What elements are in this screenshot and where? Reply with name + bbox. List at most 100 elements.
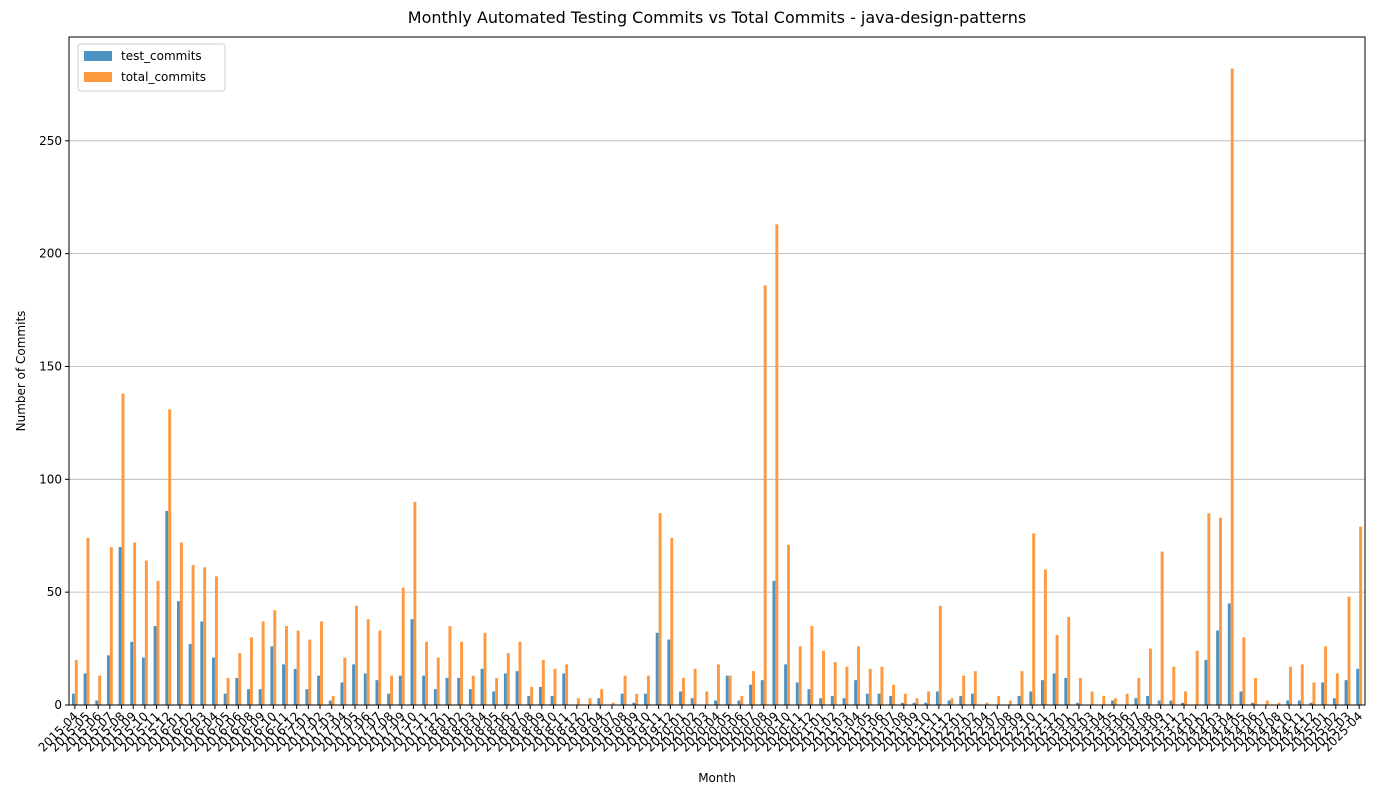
bar: [343, 657, 347, 705]
bar: [515, 671, 519, 705]
bar: [1335, 673, 1339, 705]
bar: [285, 626, 288, 705]
bar: [1125, 693, 1129, 705]
bar: [880, 666, 884, 705]
bar: [468, 689, 472, 705]
bar: [258, 689, 262, 705]
bar: [214, 576, 218, 705]
bar: [868, 668, 872, 705]
bar: [1347, 596, 1351, 705]
bar: [655, 632, 659, 705]
bar: [842, 698, 846, 705]
bar: [1324, 646, 1328, 705]
y-tick-label: 100: [39, 472, 62, 486]
bar: [153, 626, 157, 705]
bar: [328, 700, 332, 705]
bar: [1219, 517, 1222, 705]
bar: [1321, 682, 1325, 705]
bar: [1111, 700, 1114, 705]
bar: [448, 626, 452, 705]
bar: [378, 630, 382, 705]
bar: [363, 673, 367, 705]
bar: [889, 695, 893, 705]
bar: [387, 693, 391, 705]
bar: [973, 671, 977, 705]
bar: [1041, 680, 1044, 705]
bar: [1289, 666, 1293, 705]
bar: [413, 501, 417, 705]
bar: [541, 659, 545, 705]
plot-frame: [68, 36, 1366, 706]
bar: [130, 641, 134, 705]
bar: [1137, 677, 1141, 705]
bar: [915, 698, 919, 705]
y-tick-label: 250: [39, 134, 62, 148]
bar: [938, 605, 942, 705]
bar: [226, 677, 230, 705]
bar: [798, 646, 802, 705]
bar: [1102, 695, 1106, 705]
bar: [74, 659, 78, 705]
bar: [200, 621, 204, 705]
bar: [503, 673, 507, 705]
legend-label: test_commits: [121, 49, 202, 63]
bar: [270, 646, 274, 705]
bar: [1149, 648, 1152, 705]
bar: [857, 646, 861, 705]
bar: [1286, 700, 1290, 705]
bar: [632, 702, 636, 705]
bar: [947, 700, 951, 705]
bar: [1297, 700, 1301, 705]
bar: [962, 675, 966, 705]
bar: [223, 693, 227, 705]
bar: [1113, 698, 1117, 705]
bar: [390, 675, 393, 705]
bar: [810, 626, 814, 705]
bar: [1265, 700, 1269, 705]
bar: [550, 695, 554, 705]
x-axis-label: Month: [698, 771, 736, 785]
y-axis-label: Number of Commits: [14, 311, 28, 432]
bar: [293, 668, 297, 705]
bar: [749, 684, 753, 705]
bar: [457, 677, 461, 705]
bar: [985, 702, 989, 705]
bar: [156, 580, 160, 705]
bar: [191, 565, 195, 705]
bar: [1181, 702, 1185, 705]
bar: [352, 664, 356, 705]
bar: [375, 680, 379, 705]
bar: [646, 675, 650, 705]
bar: [320, 621, 323, 705]
bar: [1064, 677, 1068, 705]
bar: [1195, 650, 1199, 705]
bar: [445, 677, 449, 705]
bar: [133, 542, 137, 705]
bar: [238, 653, 242, 705]
bar: [118, 547, 122, 705]
bar: [1251, 702, 1255, 705]
bar: [795, 682, 799, 705]
bar: [273, 610, 277, 705]
bar: [935, 691, 939, 705]
bar: [203, 567, 207, 705]
legend-swatch: [84, 72, 112, 82]
bar: [1090, 691, 1094, 705]
bar: [670, 538, 674, 705]
bar: [600, 689, 604, 705]
bar: [959, 695, 963, 705]
bar: [168, 409, 172, 705]
bar: [410, 619, 414, 705]
bar: [401, 587, 405, 705]
bar: [1055, 635, 1059, 705]
bar: [71, 693, 75, 705]
bar: [833, 662, 837, 705]
bar: [819, 698, 823, 705]
bar: [506, 653, 510, 705]
bar: [1356, 668, 1360, 705]
bar: [740, 695, 744, 705]
bar: [495, 677, 499, 705]
bar: [924, 702, 928, 705]
bar: [845, 666, 849, 705]
y-tick-label: 0: [54, 698, 62, 712]
